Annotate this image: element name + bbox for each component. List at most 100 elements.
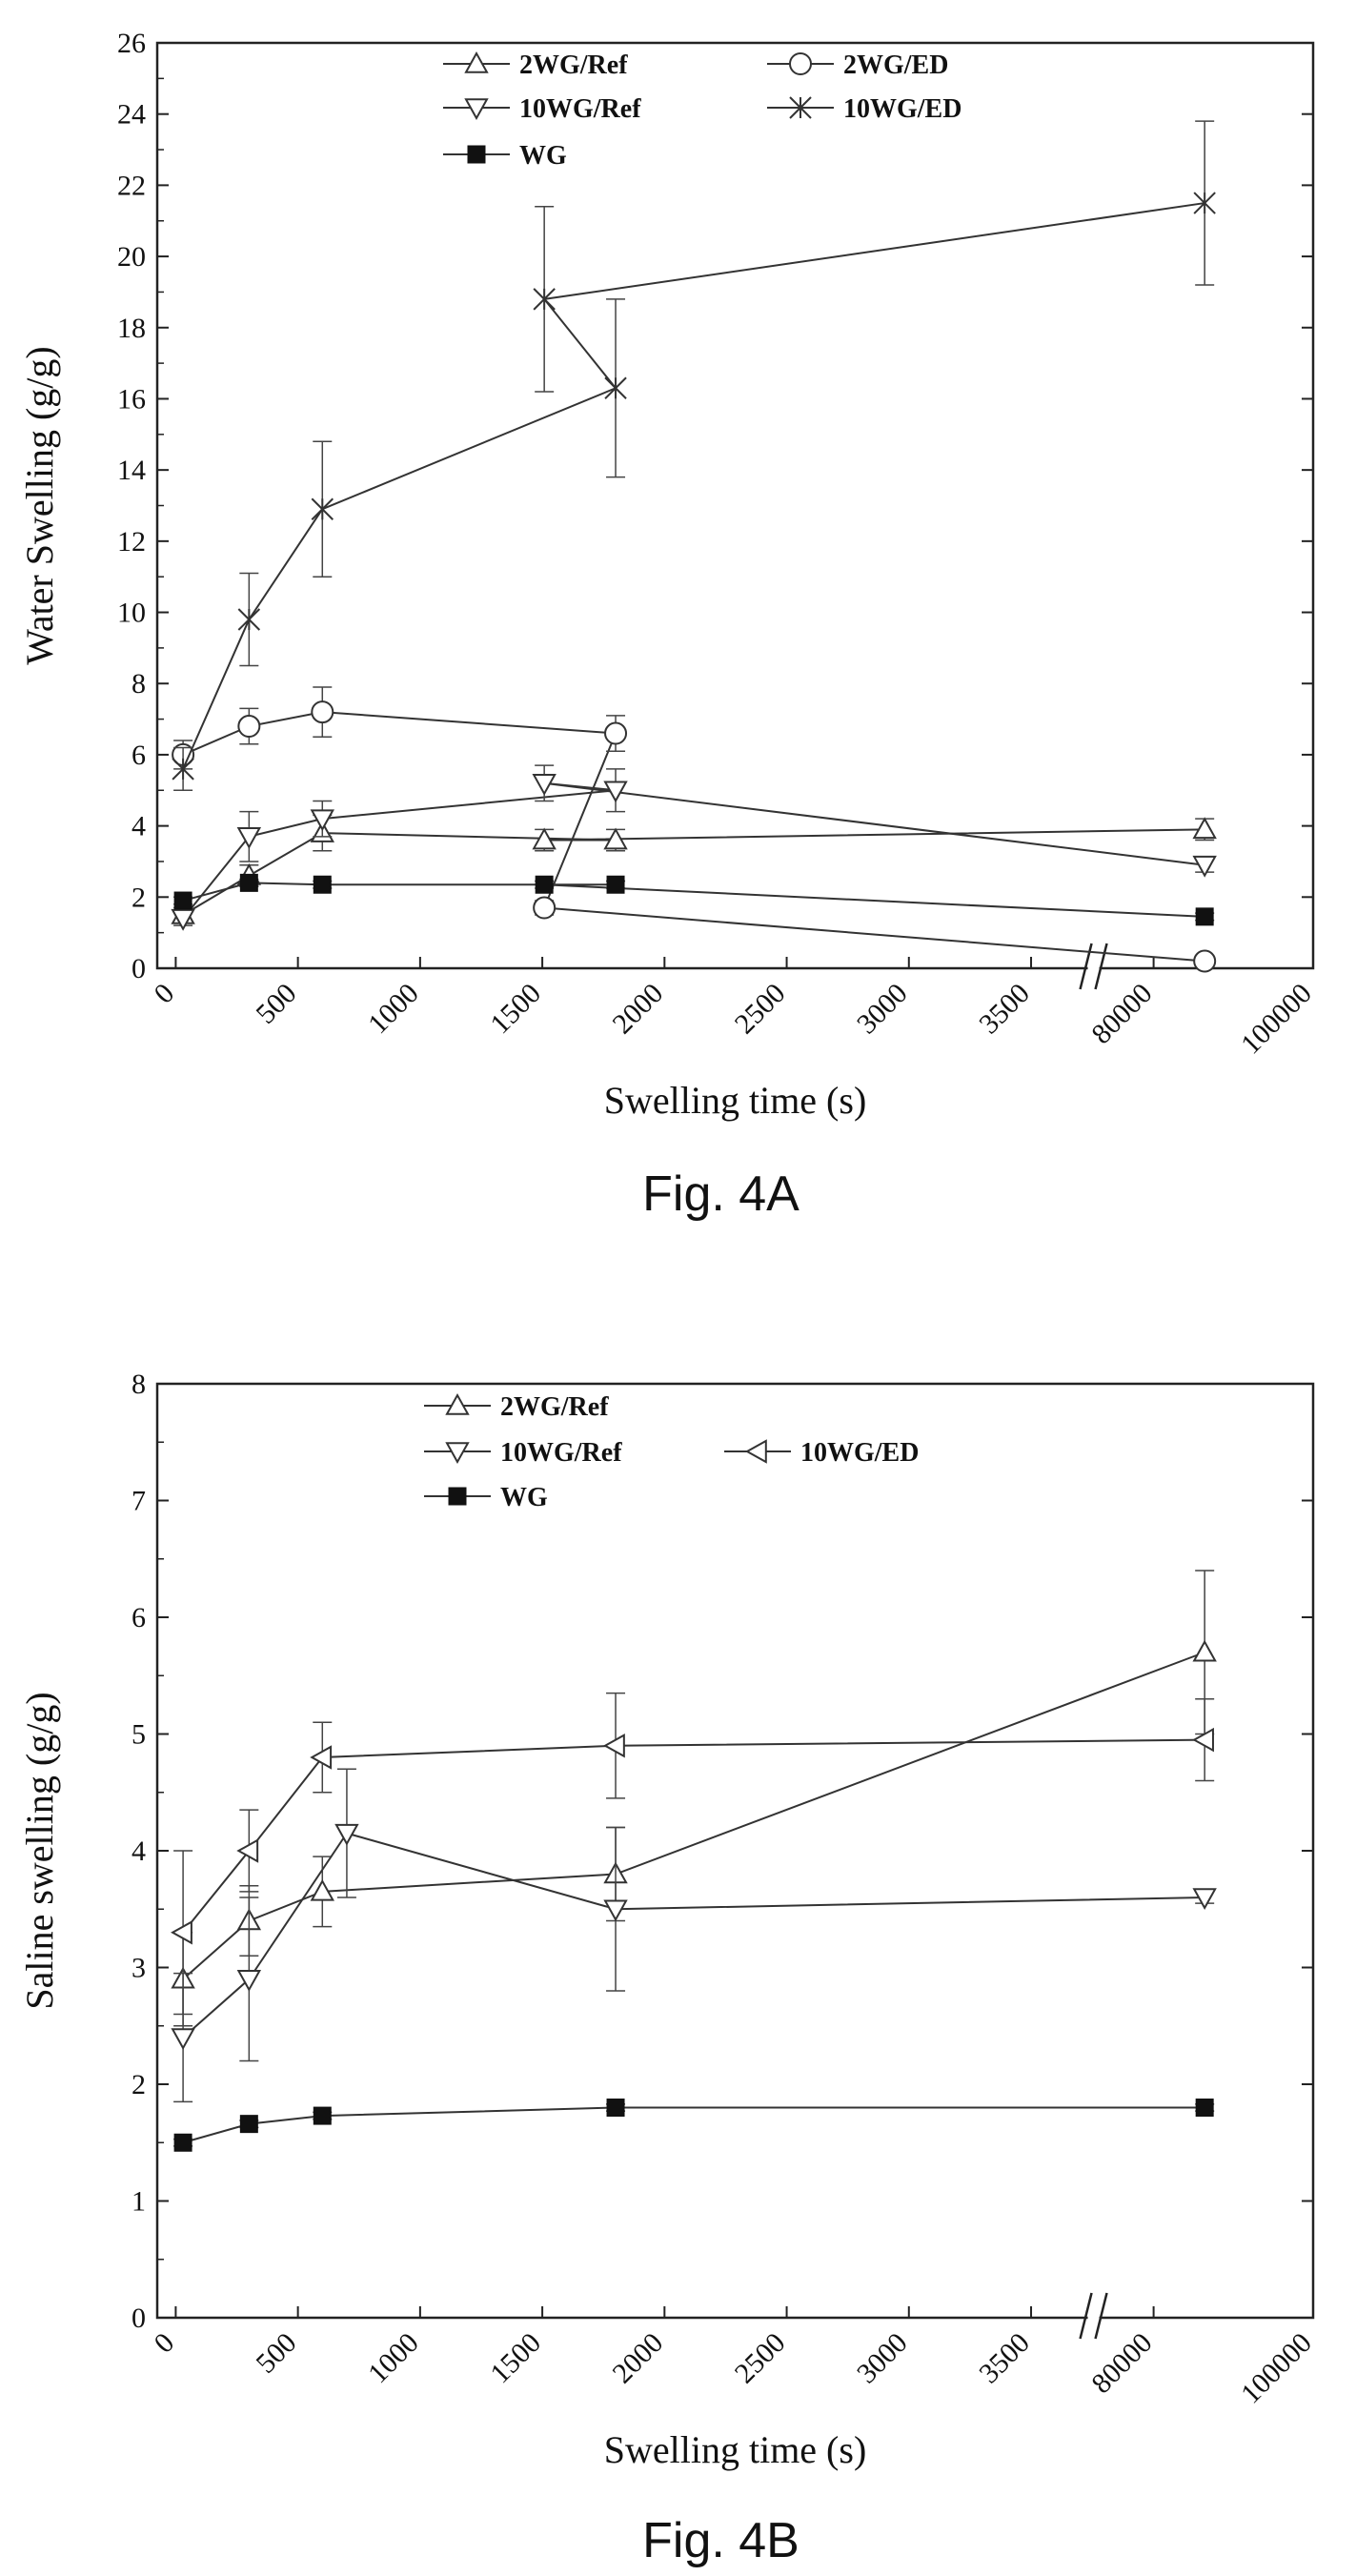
- legend-entry: 10WG/ED: [767, 94, 961, 124]
- data-point: [535, 875, 554, 894]
- data-point: [1193, 949, 1217, 973]
- data-point: [604, 376, 627, 399]
- series-line: [182, 882, 1205, 918]
- y-tick-label: 7: [132, 1486, 146, 1517]
- series-10wg-ref: [171, 764, 1217, 931]
- legend-marker: [789, 96, 812, 119]
- y-tick-label: 0: [132, 2302, 146, 2334]
- data-point: [172, 758, 194, 781]
- y-tick-label: 8: [132, 1369, 146, 1400]
- legend-label: 10WG/ED: [800, 1438, 919, 1468]
- x-axis-title: Swelling time (s): [604, 2428, 867, 2471]
- data-point: [532, 774, 557, 796]
- series-2wg-ed: [172, 686, 1217, 973]
- y-tick-label: 12: [117, 526, 146, 558]
- data-point: [334, 1823, 359, 1846]
- plot-frame: [155, 1382, 1315, 2320]
- data-point: [1192, 855, 1217, 878]
- data-point: [171, 1920, 192, 1945]
- y-tick-label: 22: [117, 170, 146, 201]
- data-point: [236, 1838, 259, 1863]
- legend-marker: [445, 1442, 470, 1465]
- series-line: [182, 711, 1205, 963]
- x-tick-label: 3000: [851, 2327, 914, 2390]
- data-point: [173, 2133, 192, 2152]
- data-point: [602, 1734, 625, 1758]
- y-tick-label: 6: [132, 1602, 146, 1633]
- data-point: [239, 873, 258, 892]
- x-tick-label: 0: [148, 978, 180, 1010]
- legend-entry: WG: [443, 141, 567, 171]
- data-point: [311, 700, 334, 724]
- y-tick-label: 4: [132, 811, 146, 842]
- series-10wg-ed: [171, 1692, 1215, 2016]
- legend-entry: 2WG/Ref: [424, 1392, 609, 1422]
- y-tick-label: 16: [117, 383, 146, 415]
- legend-entry: WG: [424, 1483, 548, 1512]
- x-tick-label: 1500: [484, 978, 547, 1041]
- axis-break-mark: [1094, 2292, 1108, 2340]
- series-line: [182, 828, 1205, 916]
- legend-label: WG: [519, 141, 567, 171]
- x-tick-label: 2500: [729, 978, 792, 1041]
- axis-break-mark: [1079, 2292, 1093, 2340]
- legend-label: 2WG/Ref: [500, 1392, 609, 1422]
- legend-entry: 2WG/ED: [767, 51, 948, 80]
- legend-entry: 10WG/Ref: [424, 1438, 622, 1468]
- data-point: [313, 875, 332, 894]
- y-tick-label: 8: [132, 668, 146, 700]
- x-tick-label: 100000: [1235, 2327, 1318, 2410]
- data-point: [1192, 817, 1217, 840]
- legend-marker: [744, 1439, 767, 1464]
- series-line: [182, 1651, 1205, 1980]
- series-line: [182, 202, 1205, 770]
- x-tick-label: 3500: [973, 978, 1036, 1041]
- figure-caption: Fig. 4B: [642, 2513, 799, 2568]
- y-tick-label: 2: [132, 882, 146, 913]
- series-line: [182, 1738, 1205, 1934]
- x-tick-label: 500: [250, 2327, 302, 2380]
- data-point: [237, 715, 261, 739]
- data-point: [236, 1969, 262, 1992]
- legend-entry: 10WG/ED: [724, 1438, 919, 1468]
- legend-marker: [467, 145, 486, 164]
- y-tick-label: 1: [132, 2186, 146, 2218]
- series-2wg-ref: [171, 1570, 1217, 2027]
- series-2wg-ref: [171, 814, 1217, 924]
- data-point: [603, 1899, 628, 1922]
- data-point: [603, 781, 628, 803]
- y-tick-label: 2: [132, 2069, 146, 2100]
- y-axis-title: Water Swelling (g/g): [18, 346, 61, 664]
- data-point: [311, 497, 334, 520]
- data-point: [171, 2028, 195, 2051]
- series-10wg-ref: [171, 1768, 1217, 2103]
- y-tick-label: 24: [117, 99, 146, 131]
- x-tick-label: 2000: [607, 978, 670, 1041]
- data-point: [1195, 2099, 1214, 2117]
- series-10wg-ed: [172, 120, 1216, 792]
- axis-break-mark: [1094, 943, 1108, 990]
- legend-marker: [448, 1487, 467, 1506]
- x-tick-label: 2500: [729, 2327, 792, 2390]
- x-tick-label: 500: [250, 978, 302, 1030]
- y-tick-label: 0: [132, 953, 146, 984]
- data-point: [604, 721, 628, 745]
- legend-marker: [464, 98, 489, 121]
- data-point: [1192, 1888, 1217, 1911]
- y-tick-label: 26: [117, 28, 146, 59]
- y-tick-label: 4: [132, 1836, 146, 1867]
- x-axis-title: Swelling time (s): [604, 1079, 867, 1122]
- y-tick-label: 6: [132, 740, 146, 771]
- data-point: [533, 896, 557, 920]
- y-tick-label: 10: [117, 598, 146, 629]
- y-tick-label: 20: [117, 241, 146, 273]
- data-point: [313, 2106, 332, 2125]
- data-point: [1193, 192, 1216, 214]
- y-tick-label: 14: [117, 455, 146, 486]
- x-tick-label: 100000: [1235, 978, 1318, 1061]
- data-point: [606, 875, 625, 894]
- data-point: [171, 908, 195, 931]
- x-tick-label: 0: [148, 2327, 180, 2360]
